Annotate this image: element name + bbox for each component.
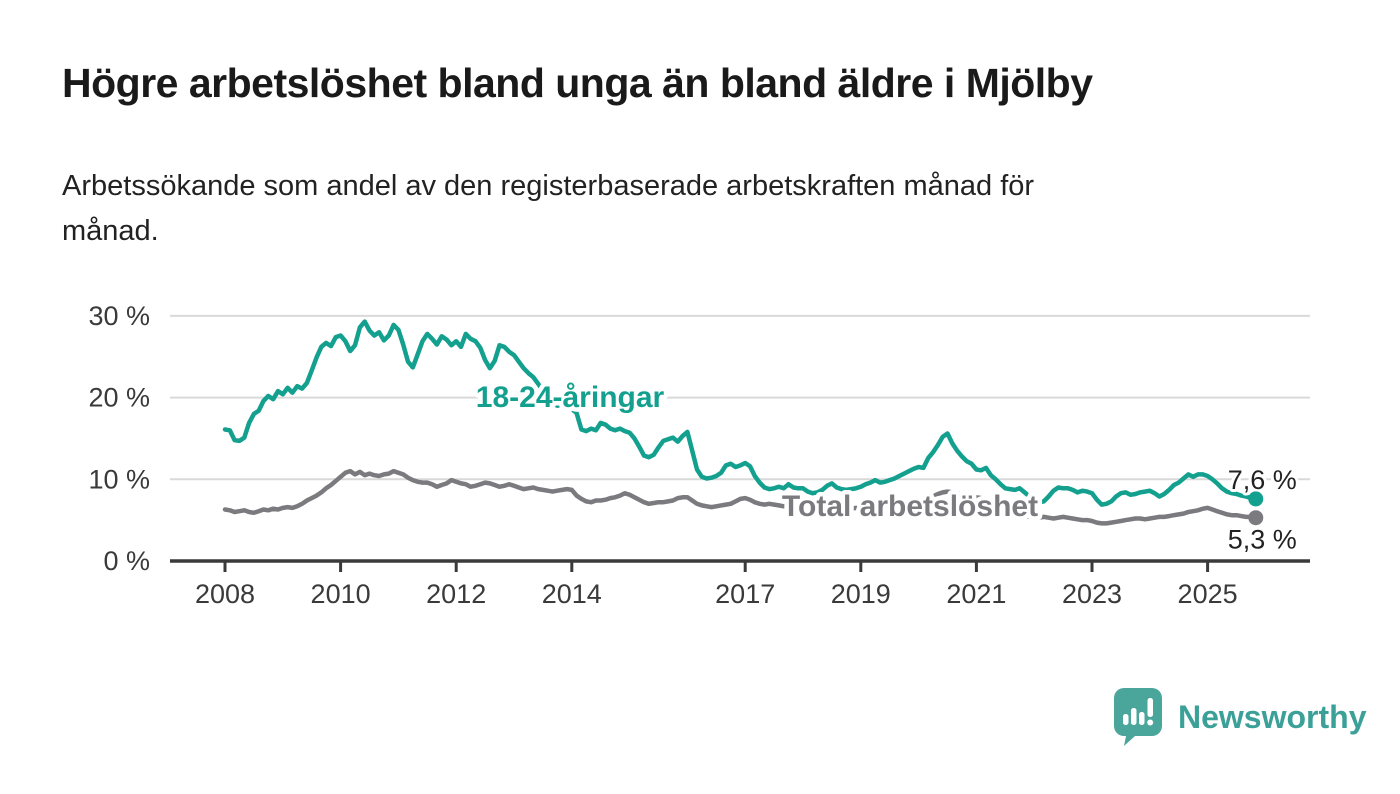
chart-subtitle: Arbetssökande som andel av den registerb… <box>62 164 1342 254</box>
x-tick-label-2012: 2012 <box>426 579 486 609</box>
x-tick-label-2008: 2008 <box>195 579 255 609</box>
series-label-youth: 18-24-åringar <box>476 381 665 414</box>
logo-bar-3 <box>1139 712 1145 725</box>
end-dot-youth <box>1248 491 1264 507</box>
newsworthy-brand: Newsworthy <box>1112 686 1366 748</box>
y-tick-label-0: 0 % <box>103 546 150 576</box>
logo-exclamation-dot <box>1147 719 1154 726</box>
newsworthy-wordmark: Newsworthy <box>1178 698 1367 735</box>
y-tick-label-10: 10 % <box>88 464 150 494</box>
series-line-youth <box>222 319 1259 507</box>
logo-bar-2 <box>1131 708 1137 725</box>
x-tick-label-2021: 2021 <box>946 579 1006 609</box>
x-tick-label-2017: 2017 <box>715 579 775 609</box>
newsworthy-logo-icon <box>1114 688 1162 746</box>
series-line-total <box>222 468 1259 526</box>
x-tick-label-2023: 2023 <box>1062 579 1122 609</box>
y-tick-label-30: 30 % <box>88 301 150 331</box>
logo-bar-1 <box>1123 714 1129 725</box>
end-dot-total <box>1248 510 1264 526</box>
y-tick-label-20: 20 % <box>88 383 150 413</box>
subtitle-line-1: Arbetssökande som andel av den registerb… <box>62 170 1035 202</box>
end-value-label-total: 5,3 % <box>1228 525 1297 555</box>
end-value-label-youth: 7,6 % <box>1228 465 1297 495</box>
logo-bubble <box>1114 688 1162 746</box>
page-title: Högre arbetslöshet bland unga än bland ä… <box>62 60 1093 106</box>
series-label-total: Total arbetslöshet <box>782 490 1038 523</box>
x-tick-label-2019: 2019 <box>831 579 891 609</box>
x-tick-label-2010: 2010 <box>311 579 371 609</box>
logo-exclamation-bar <box>1147 698 1153 717</box>
subtitle-line-2: månad. <box>62 215 159 247</box>
x-tick-label-2014: 2014 <box>542 579 602 609</box>
x-tick-label-2025: 2025 <box>1178 579 1238 609</box>
